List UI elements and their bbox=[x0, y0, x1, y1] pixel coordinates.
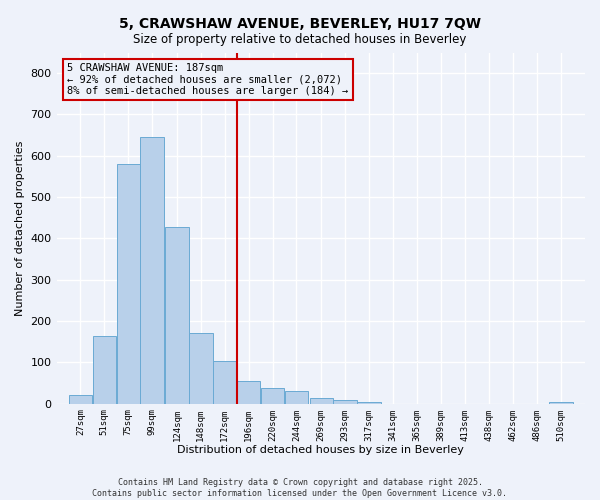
Bar bbox=[284, 392, 308, 404]
Bar bbox=[213, 361, 236, 404]
Bar bbox=[237, 381, 260, 404]
Y-axis label: Number of detached properties: Number of detached properties bbox=[15, 140, 25, 316]
Bar bbox=[140, 137, 164, 404]
Text: Size of property relative to detached houses in Beverley: Size of property relative to detached ho… bbox=[133, 32, 467, 46]
Bar bbox=[69, 396, 92, 404]
Bar bbox=[358, 402, 381, 404]
Bar bbox=[92, 336, 116, 404]
Bar bbox=[116, 164, 140, 404]
Text: 5 CRAWSHAW AVENUE: 187sqm
← 92% of detached houses are smaller (2,072)
8% of sem: 5 CRAWSHAW AVENUE: 187sqm ← 92% of detac… bbox=[67, 63, 349, 96]
X-axis label: Distribution of detached houses by size in Beverley: Distribution of detached houses by size … bbox=[178, 445, 464, 455]
Bar bbox=[550, 402, 573, 404]
Text: 5, CRAWSHAW AVENUE, BEVERLEY, HU17 7QW: 5, CRAWSHAW AVENUE, BEVERLEY, HU17 7QW bbox=[119, 18, 481, 32]
Bar bbox=[189, 334, 212, 404]
Text: Contains HM Land Registry data © Crown copyright and database right 2025.
Contai: Contains HM Land Registry data © Crown c… bbox=[92, 478, 508, 498]
Bar bbox=[334, 400, 357, 404]
Bar bbox=[261, 388, 284, 404]
Bar bbox=[310, 398, 333, 404]
Bar bbox=[165, 227, 188, 404]
